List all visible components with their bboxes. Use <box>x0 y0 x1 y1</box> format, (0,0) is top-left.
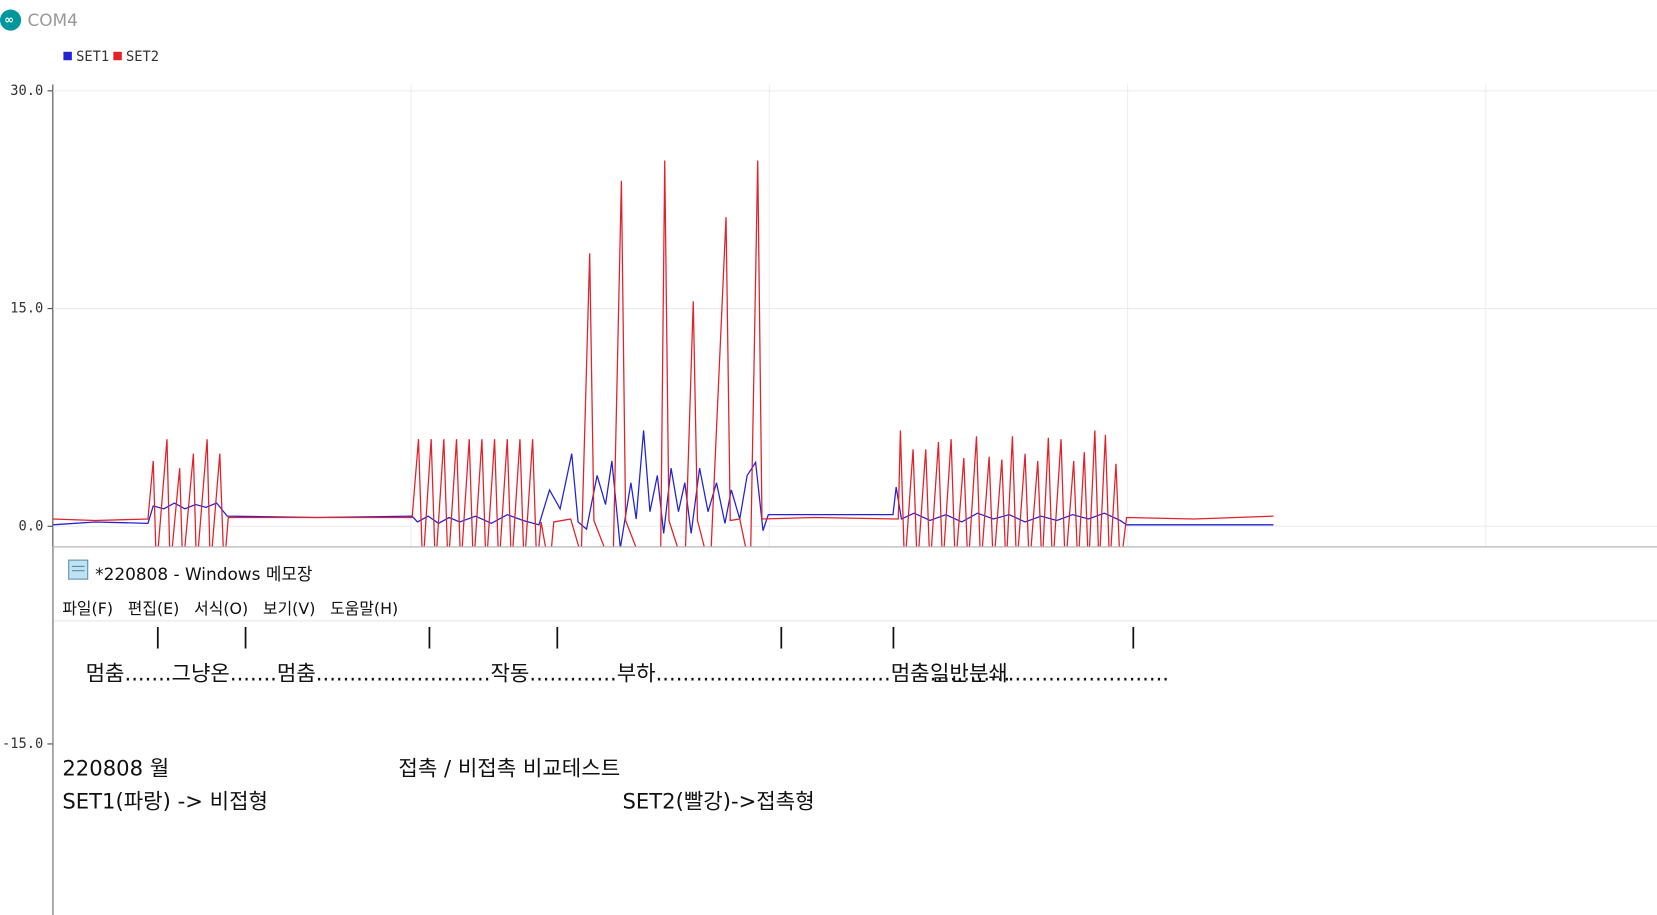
y-tick-label: -15.0 <box>2 736 43 752</box>
marker: | <box>553 623 561 649</box>
phase-text: 멈춤.......그냥온.......멈춤...................… <box>85 660 1011 686</box>
note-line: SET2(빨강)->접촉형 <box>622 788 815 814</box>
menu-item[interactable]: 파일(F) <box>62 599 114 619</box>
note-line: 접촉 / 비접촉 비교테스트 <box>398 755 621 781</box>
menu-item[interactable]: 도움말(H) <box>330 599 399 619</box>
marker: | <box>777 623 785 649</box>
notepad-icon <box>68 559 89 580</box>
menu-item[interactable]: 보기(V) <box>262 599 316 619</box>
y-tick-label: 0.0 <box>19 518 44 534</box>
legend-label: SET1 <box>76 49 109 65</box>
note-line: 220808 월 <box>62 755 170 781</box>
marker: | <box>1129 623 1137 649</box>
notepad-window: *220808 - Windows 메모장 파일(F) 편집(E) 서식(O) 보기(… <box>52 546 1657 915</box>
app-icon-glyph: ∞ <box>4 13 14 27</box>
notepad-title: *220808 - Windows 메모장 <box>95 564 313 585</box>
menu-item[interactable]: 서식(O) <box>194 599 249 619</box>
legend-swatch <box>113 51 122 61</box>
menu-item[interactable]: 편집(E) <box>127 599 180 619</box>
app-icon <box>0 9 22 31</box>
marker: | <box>154 623 162 649</box>
menu-bar: 파일(F) 편집(E) 서식(O) 보기(V) 도움말(H) <box>62 597 398 619</box>
marker: | <box>242 623 250 649</box>
phase-text: 일반분쇄........................ <box>929 660 1170 686</box>
note-line: SET1(파랑) -> 비접형 <box>62 788 268 814</box>
menu-separator <box>53 620 1657 622</box>
y-tick-label: 30.0 <box>10 83 43 99</box>
y-tick-label: 15.0 <box>10 301 43 317</box>
legend-swatch <box>63 51 72 61</box>
legend-label: SET2 <box>126 49 159 65</box>
marker: | <box>889 623 897 649</box>
window-title: COM4 <box>27 10 77 30</box>
series-line <box>52 160 1274 571</box>
plot-lines <box>52 160 1274 571</box>
marker: | <box>425 623 434 649</box>
